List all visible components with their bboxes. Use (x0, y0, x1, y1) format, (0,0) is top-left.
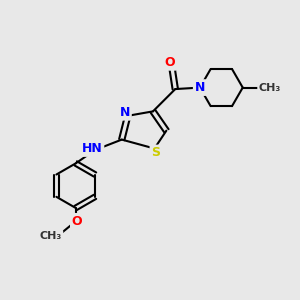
Text: O: O (72, 215, 83, 228)
Text: N: N (195, 81, 205, 94)
Text: S: S (152, 146, 160, 160)
Text: CH₃: CH₃ (259, 82, 281, 93)
Text: N: N (119, 106, 130, 119)
Text: HN: HN (82, 142, 102, 155)
Text: O: O (165, 56, 175, 69)
Text: CH₃: CH₃ (39, 231, 62, 241)
